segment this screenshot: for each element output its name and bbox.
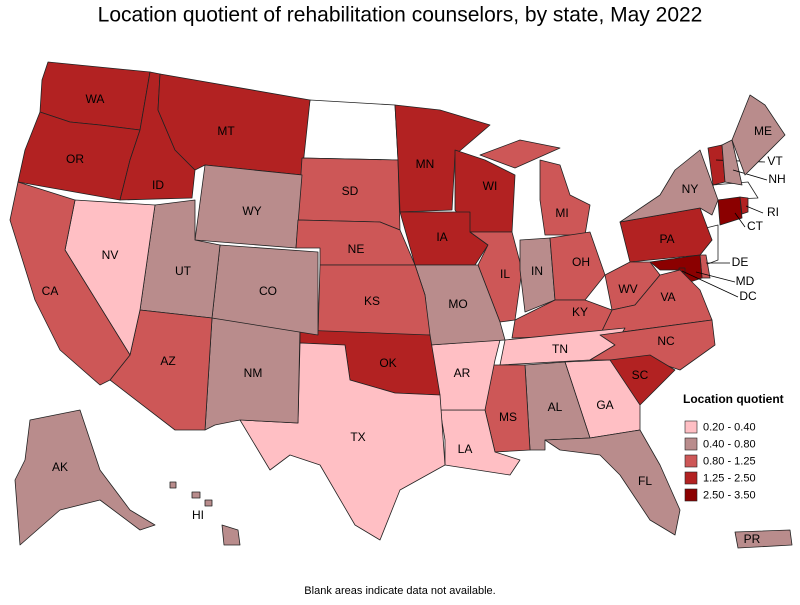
legend: 0.20 - 0.40 0.40 - 0.80 0.80 - 1.25 1.25 - … xyxy=(684,420,756,502)
state-label: RI xyxy=(767,205,779,219)
legend-label: 2.50 - 3.50 xyxy=(703,489,756,501)
state-label: KS xyxy=(364,294,380,308)
leader-line xyxy=(732,169,768,181)
legend-swatch xyxy=(684,488,698,502)
state-label: WI xyxy=(483,179,498,193)
state-label: OK xyxy=(379,356,396,370)
state xyxy=(717,196,743,226)
state xyxy=(734,529,793,549)
state-label: PA xyxy=(659,232,674,246)
state-label: WA xyxy=(86,92,105,106)
state xyxy=(239,342,446,541)
state-label: CT xyxy=(747,219,764,233)
blank-state xyxy=(301,99,399,161)
legend-swatch xyxy=(684,454,698,468)
state-label: GA xyxy=(596,398,613,412)
state xyxy=(394,104,491,213)
state-label: IL xyxy=(500,267,510,281)
state-label: IA xyxy=(436,230,447,244)
state xyxy=(549,231,606,301)
state xyxy=(479,139,591,236)
state-label: KY xyxy=(572,305,588,319)
legend-swatch xyxy=(684,471,698,485)
leader-line xyxy=(695,271,736,283)
state-label: PR xyxy=(744,532,761,546)
state-label: MS xyxy=(499,410,517,424)
leader-line xyxy=(745,205,764,214)
state-label: DC xyxy=(739,289,757,303)
state-label: AL xyxy=(548,400,563,414)
state xyxy=(14,409,156,546)
map-title: Location quotient of rehabilitation coun… xyxy=(98,4,703,27)
state-label: VA xyxy=(660,290,675,304)
state-label: CA xyxy=(42,284,59,298)
state xyxy=(9,181,131,386)
state-label: WV xyxy=(618,282,637,296)
state-label: LA xyxy=(458,442,473,456)
legend-label: 0.40 - 0.80 xyxy=(703,438,756,450)
state-label: NY xyxy=(682,182,699,196)
state-label: FL xyxy=(638,474,652,488)
state-label: MD xyxy=(736,274,755,288)
state-label: VT xyxy=(767,154,783,168)
state xyxy=(544,429,681,536)
state-label: NH xyxy=(768,172,785,186)
state-label: SC xyxy=(632,368,649,382)
state-label: ID xyxy=(152,178,164,192)
state-label: MT xyxy=(217,124,235,138)
state-label: NE xyxy=(348,242,365,256)
legend-title: Location quotient xyxy=(683,392,784,406)
state-label: MO xyxy=(448,297,467,311)
state-label: NV xyxy=(102,248,119,262)
state-label: ME xyxy=(754,124,772,138)
states: WA OR ID MT SD WY NE MN WI IA IL MI IN OH PA NY VT NH ME CT… xyxy=(9,61,793,549)
leader-line xyxy=(681,270,739,298)
state-label: MI xyxy=(555,206,568,220)
state-label: OR xyxy=(66,152,84,166)
state xyxy=(739,196,749,215)
state-label: AK xyxy=(52,460,68,474)
state-label: MN xyxy=(416,157,435,171)
legend-swatch xyxy=(684,437,698,451)
state xyxy=(469,231,523,323)
state-label: TN xyxy=(552,342,568,356)
legend-swatch xyxy=(684,420,698,434)
state-label: UT xyxy=(175,264,192,278)
state-label: NC xyxy=(657,334,675,348)
state xyxy=(511,299,613,339)
state-label: CO xyxy=(259,284,277,298)
legend-label: 1.25 - 2.50 xyxy=(703,472,756,484)
state-label: OH xyxy=(572,255,590,269)
state xyxy=(731,94,786,176)
state-label: IN xyxy=(531,264,543,278)
state xyxy=(157,73,311,176)
footnote: Blank areas indicate data not available. xyxy=(304,585,495,597)
state-label: TX xyxy=(350,430,365,444)
legend-label: 0.80 - 1.25 xyxy=(703,455,756,467)
state xyxy=(439,409,521,476)
state-label: WY xyxy=(242,204,261,218)
state-label: AR xyxy=(454,366,471,380)
state-label: AZ xyxy=(160,354,175,368)
state xyxy=(519,237,556,313)
state xyxy=(169,481,241,546)
state xyxy=(619,149,719,223)
state-label: SD xyxy=(342,184,359,198)
state-label: NM xyxy=(244,366,263,380)
state-label: DE xyxy=(732,255,749,269)
legend-label: 0.20 - 0.40 xyxy=(703,421,756,433)
state-label: HI xyxy=(192,508,204,522)
leader-line xyxy=(734,212,746,228)
state xyxy=(721,139,743,186)
